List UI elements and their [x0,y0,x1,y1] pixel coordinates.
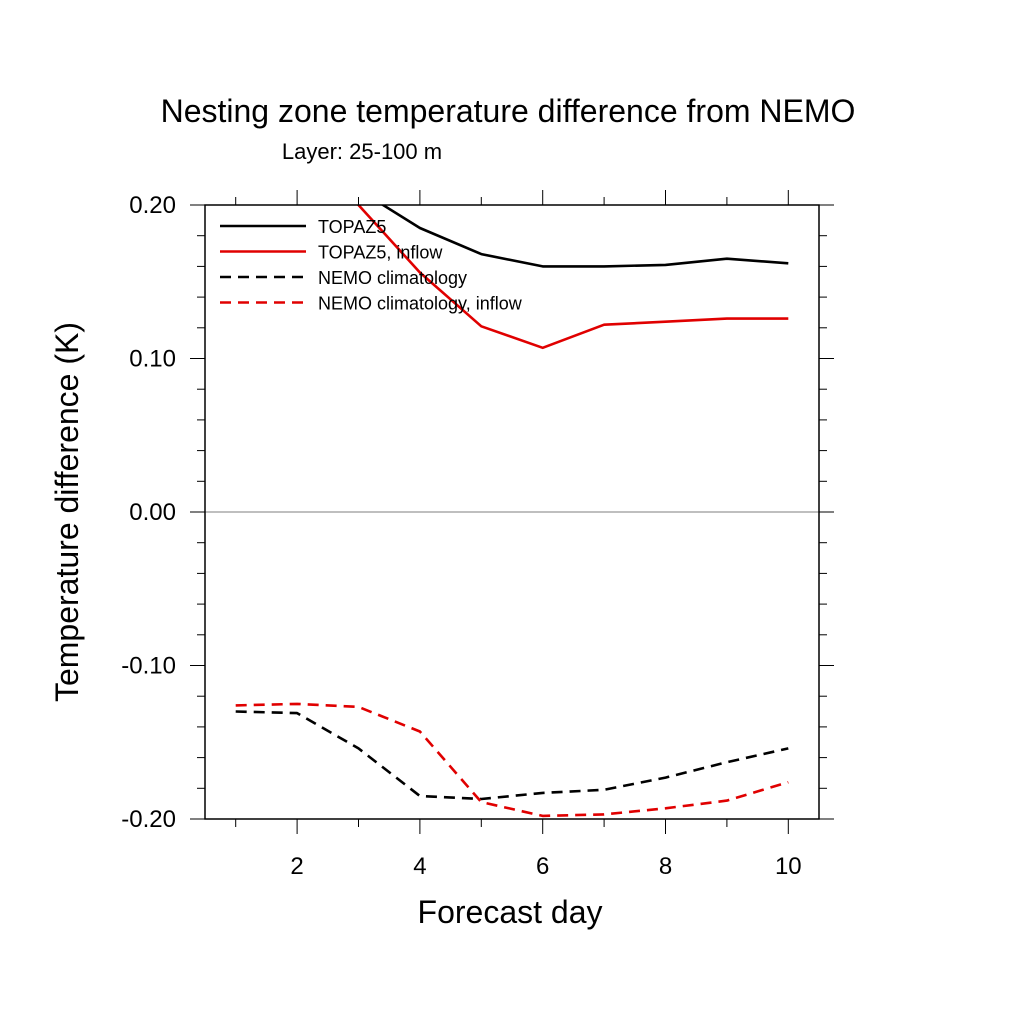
plot-frame [204,204,820,820]
axis-ticks [190,190,834,834]
series-layer [235,205,789,818]
legend-label: TOPAZ5, inflow [318,243,443,263]
series-line-1 [380,205,789,268]
x-tick-label: 6 [536,853,549,880]
series-line-4 [235,702,789,818]
legend-label: NEMO climatology [318,268,467,288]
y-tick-label: 0.20 [129,192,176,219]
y-tick-label: 0.10 [129,346,176,373]
x-tick-labels: 2 4 6 8 10 [290,853,801,880]
x-axis-label: Forecast day [418,894,603,930]
y-tick-label: 0.00 [129,499,176,526]
chart-title: Nesting zone temperature difference from… [161,93,856,129]
series-line-3 [235,710,789,801]
x-tick-label: 2 [290,853,303,880]
y-tick-label: -0.20 [121,806,176,833]
y-tick-label: -0.10 [121,653,176,680]
x-tick-label: 4 [413,853,426,880]
x-tick-label: 10 [775,853,802,880]
x-tick-label: 8 [659,853,672,880]
chart-subtitle: Layer: 25-100 m [282,139,442,164]
legend-label: NEMO climatology, inflow [318,294,523,314]
y-tick-labels: 0.20 0.10 0.00 -0.10 -0.20 [121,192,176,833]
legend: TOPAZ5 TOPAZ5, inflow NEMO climatology NEMO… [220,217,523,314]
series-line-2 [356,205,789,350]
legend-label: TOPAZ5 [318,217,386,237]
y-axis-label: Temperature difference (K) [49,322,85,702]
